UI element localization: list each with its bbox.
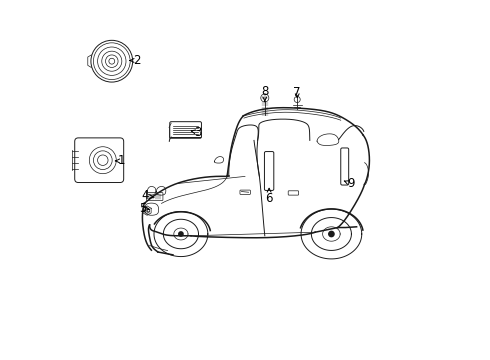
Circle shape: [179, 232, 183, 236]
Text: 3: 3: [191, 126, 202, 139]
Text: 2: 2: [130, 54, 141, 67]
Text: 4: 4: [141, 189, 154, 202]
Text: 5: 5: [139, 202, 149, 215]
Text: 6: 6: [266, 188, 273, 205]
Circle shape: [329, 231, 334, 237]
Text: 1: 1: [115, 154, 125, 167]
Text: 9: 9: [344, 177, 355, 190]
Text: 8: 8: [261, 85, 269, 101]
Text: 7: 7: [294, 86, 301, 99]
